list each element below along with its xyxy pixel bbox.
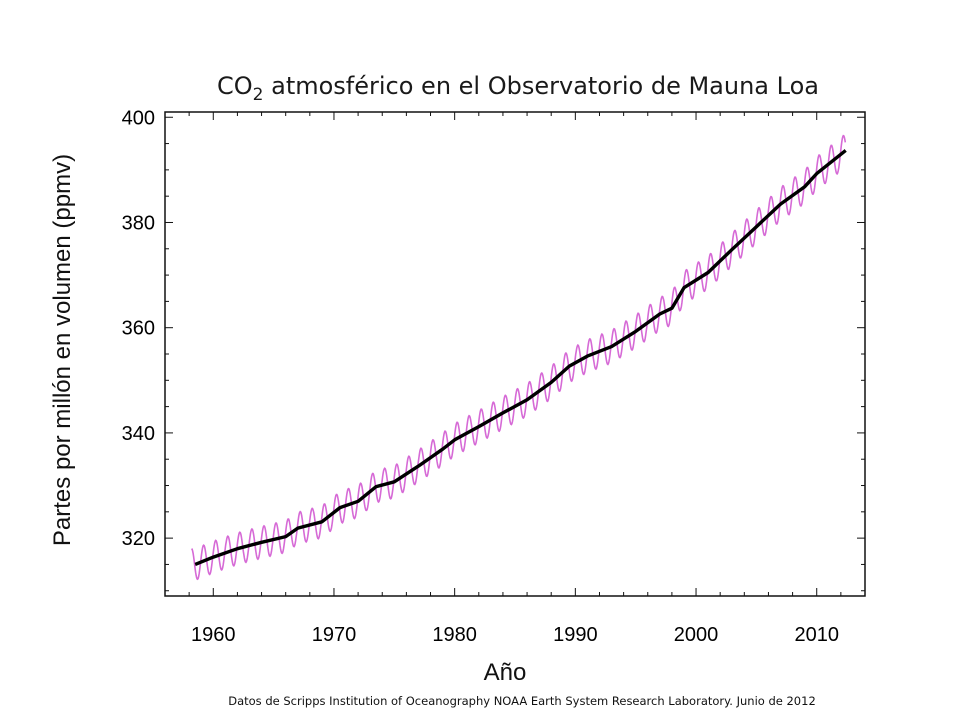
x-axis-label: Año (484, 659, 527, 686)
y-tick-label: 340 (122, 423, 155, 445)
x-tick-label: 1980 (432, 624, 477, 646)
tick-label-group: 1960 1970 1980 1990 2000 2010 320 340 360 380 400 (122, 107, 839, 646)
chart-title-sub: 2 (253, 85, 264, 105)
x-tick-label: 2000 (674, 624, 719, 646)
y-tick-label: 360 (122, 318, 155, 340)
source-note: Datos de Scripps Institution of Oceanogr… (228, 694, 816, 708)
chart-title: CO2 atmosférico en el Observatorio de Ma… (217, 72, 819, 105)
y-tick-label: 380 (122, 212, 155, 234)
series-annual-line (194, 149, 847, 566)
x-tick-label: 1970 (312, 624, 357, 646)
chart-title-pre: CO (217, 72, 253, 100)
series-monthly-line (190, 134, 847, 581)
x-tick-label: 1990 (553, 624, 598, 646)
y-axis-label: Partes por millón en volumen (ppmv) (49, 154, 76, 546)
x-tick-label: 1960 (191, 624, 236, 646)
chart-title-post: atmosférico en el Observatorio de Mauna … (263, 72, 819, 100)
y-tick-label: 400 (122, 107, 155, 129)
y-tick-label: 320 (122, 528, 155, 550)
tick-group (165, 112, 865, 596)
x-tick-label: 2010 (794, 624, 839, 646)
plot-area-frame (164, 111, 866, 597)
